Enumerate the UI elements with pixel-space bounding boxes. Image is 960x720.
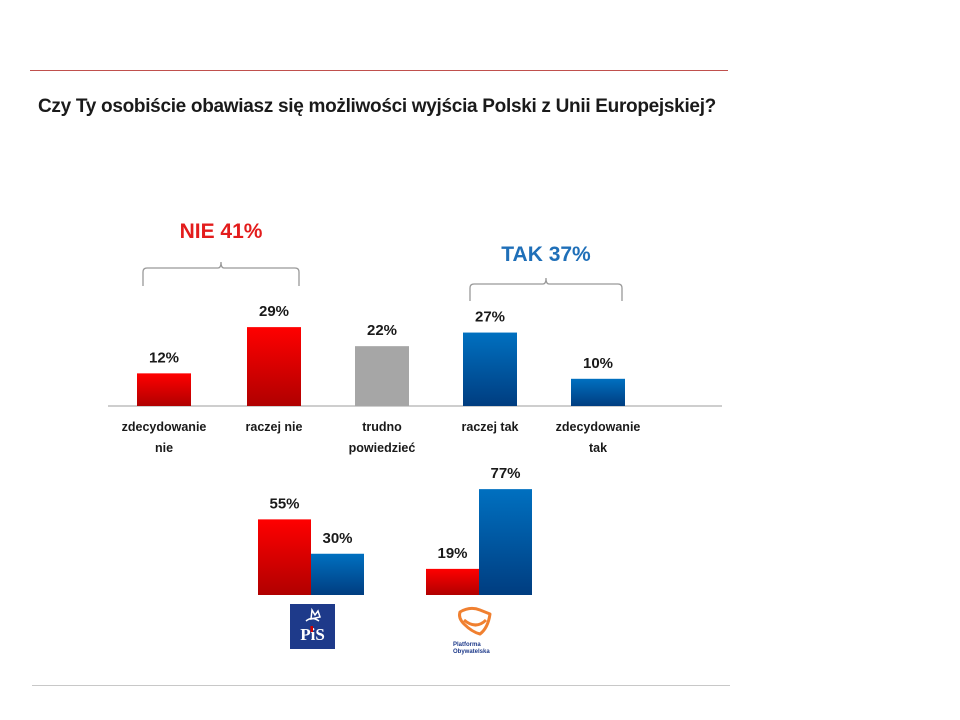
po-smile-shield-icon: Platforma Obywatelska bbox=[453, 606, 492, 655]
category-label: raczej nie bbox=[246, 420, 303, 434]
bar-value-label: 29% bbox=[259, 303, 289, 320]
pis-crown-eagle-icon: PiS bbox=[290, 604, 335, 649]
bar-3 bbox=[463, 332, 517, 406]
party-bar-1-1 bbox=[479, 489, 532, 595]
group-bracket bbox=[142, 261, 300, 286]
party-bar-0-1 bbox=[311, 553, 364, 595]
category-label: zdecydowanie bbox=[556, 420, 641, 434]
bar-value-label: 10% bbox=[583, 355, 613, 372]
category-label: powiedzieć bbox=[349, 441, 416, 455]
po-logo: Platforma Obywatelska bbox=[448, 600, 504, 656]
bar-4 bbox=[571, 378, 625, 406]
bottom-divider bbox=[32, 685, 730, 686]
po-logo-text-line2: Obywatelska bbox=[453, 649, 490, 655]
party-bar-value-label: 19% bbox=[437, 545, 467, 562]
group-bracket bbox=[469, 277, 623, 301]
group-label-0: NIE 41% bbox=[180, 220, 263, 243]
party-bar-value-label: 77% bbox=[490, 465, 520, 482]
category-label: raczej tak bbox=[462, 420, 519, 434]
pis-logo: PiS bbox=[290, 604, 335, 649]
party-bar-value-label: 55% bbox=[269, 495, 299, 512]
category-label: trudno bbox=[362, 420, 402, 434]
party-bar-0-0 bbox=[258, 519, 311, 595]
bar-2 bbox=[355, 346, 409, 406]
bar-value-label: 27% bbox=[475, 309, 505, 326]
party-bar-chart: 55% 30% 19% 77% bbox=[258, 465, 532, 595]
bar-0 bbox=[137, 373, 191, 406]
pis-logo-text: PiS bbox=[300, 625, 325, 644]
main-bar-chart: 12% zdecydowanie nie 29% raczej nie 22% trudno… bbox=[108, 220, 722, 455]
bar-value-label: 12% bbox=[149, 349, 179, 366]
category-label: zdecydowanie bbox=[122, 420, 207, 434]
category-label: tak bbox=[589, 441, 607, 455]
bar-value-label: 22% bbox=[367, 322, 397, 339]
category-label: nie bbox=[155, 441, 173, 455]
bar-1 bbox=[247, 327, 301, 406]
top-divider bbox=[30, 70, 728, 71]
group-label-1: TAK 37% bbox=[501, 243, 591, 266]
po-logo-text-line1: Platforma bbox=[453, 642, 481, 648]
party-bar-1-0 bbox=[426, 568, 479, 595]
chart-title: Czy Ty osobiście obawiasz się możliwości… bbox=[38, 96, 716, 117]
party-bar-value-label: 30% bbox=[322, 530, 352, 547]
